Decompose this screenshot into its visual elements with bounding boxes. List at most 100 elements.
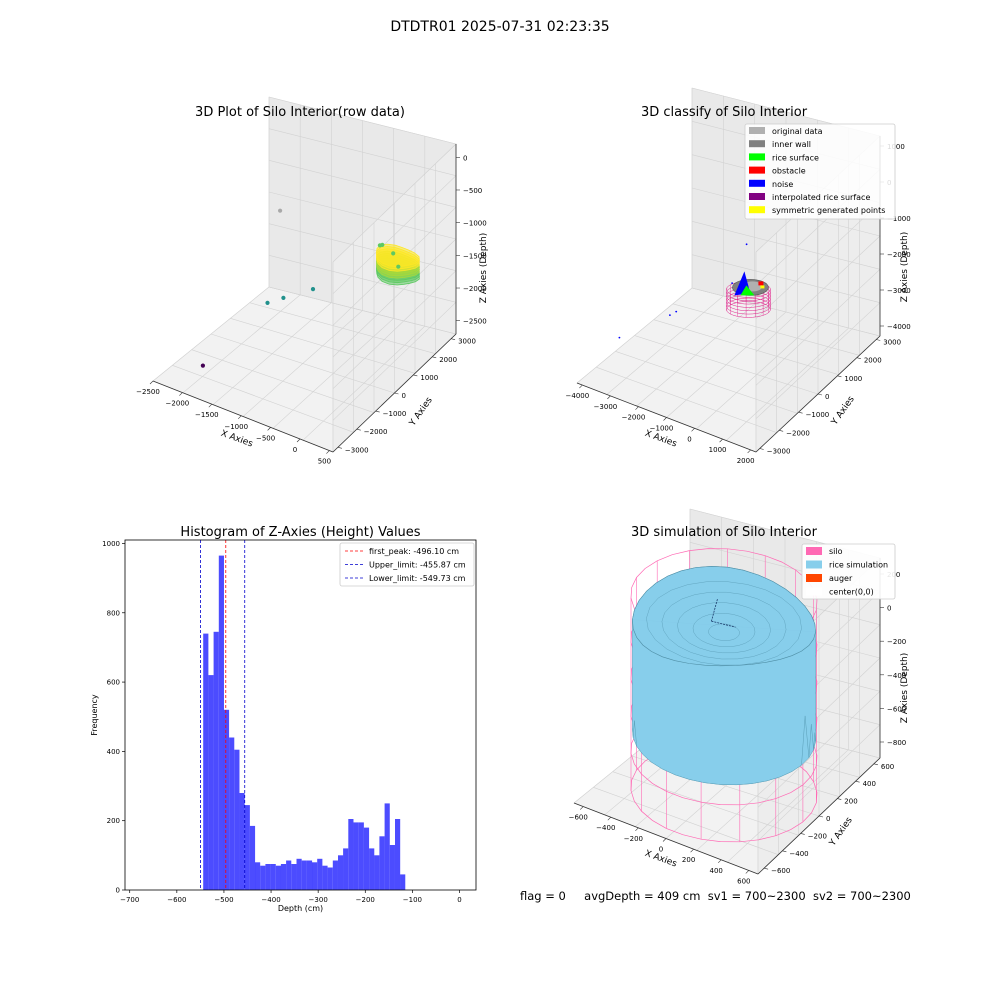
p1-z-tick-label: 0	[463, 154, 467, 162]
p3-histogram-bar	[213, 631, 219, 890]
p1-x-tick-label: 500	[318, 458, 331, 466]
p1-data-point	[200, 363, 205, 368]
p3-y-tick-label: 0	[116, 887, 120, 895]
p1-data-point	[281, 295, 286, 300]
p2-y-tick	[856, 357, 861, 359]
p2-legend-label: noise	[772, 180, 793, 189]
p4-x-tick	[579, 806, 584, 810]
p4-y-tick-label: 0	[826, 815, 830, 823]
p1-y-tick	[413, 374, 418, 377]
p3-plot-frame	[124, 539, 477, 891]
p1-x-tick	[208, 403, 213, 408]
p2-y-tick-label: 0	[825, 393, 829, 401]
p4-title: 3D simulation of Silo Interior	[631, 525, 818, 540]
p1-x-tick-label: −2500	[136, 388, 160, 396]
p2-legend-swatch	[749, 127, 765, 134]
p4-auger-line	[711, 620, 736, 628]
sv1-value: sv1 = 700~2300	[707, 889, 806, 903]
p2-x-tick-label: 1000	[709, 446, 727, 454]
p2-x-tick-label: 2000	[737, 457, 755, 465]
p2-legend-label: interpolated rice surface	[772, 193, 870, 202]
status-line: flag = 0 avgDepth = 409 cm sv1 = 700~230…	[520, 889, 911, 903]
p1-z-tick-label: −2000	[463, 285, 487, 293]
p2-x-tick-label: −1000	[650, 425, 674, 433]
p2-y-tick	[779, 430, 784, 432]
p2-legend-label: rice surface	[772, 153, 819, 162]
p3-histogram-bar	[280, 864, 287, 890]
p4-y-tick-label: −400	[789, 850, 808, 858]
p1-title: 3D Plot of Silo Interior(row data)	[195, 105, 405, 120]
p2-z-label: Z Axies (Depth)	[900, 232, 910, 303]
p1-x-tick	[326, 450, 330, 454]
p2-x-tick	[607, 395, 611, 400]
p3-histogram-bar	[291, 864, 297, 890]
p2-y-tick	[798, 411, 803, 414]
p2-noise-point	[618, 336, 621, 339]
p2-z-tick-label: 1000	[887, 143, 905, 151]
p2-rice-surface	[740, 285, 755, 296]
p4-rice-mesh-line	[677, 602, 771, 653]
p2-obstacle	[758, 281, 764, 286]
p2-x-tick	[719, 438, 723, 443]
p1-x-tick-label: 0	[293, 446, 297, 454]
p1-z-tick-label: −1000	[463, 220, 487, 228]
p4-legend-label: rice simulation	[829, 561, 888, 570]
p4-y-tick	[782, 850, 787, 853]
p4-y-tick	[818, 815, 824, 818]
p2-noise-point	[669, 314, 671, 316]
p1-x-tick	[267, 427, 271, 431]
p1-y-tick	[394, 392, 399, 395]
p2-z-tick-label: −2000	[887, 251, 911, 259]
p3-histogram-bar	[379, 836, 385, 890]
p4-rice-mesh-line	[661, 592, 787, 660]
p4-y-tick-label: −200	[808, 832, 827, 840]
p4-x-tick-label: −600	[569, 814, 588, 822]
p4-legend-label: center(0,0)	[829, 588, 874, 597]
p3-histogram-bar	[338, 855, 344, 890]
p4-auger-line	[711, 599, 718, 622]
p2-y-tick-label: 3000	[883, 338, 901, 346]
p4-y-tick	[837, 798, 842, 800]
p2-noise-point	[731, 282, 733, 284]
p3-y-tick-label: 600	[107, 679, 120, 687]
p3-legend-label: first_peak: -496.10 cm	[369, 547, 459, 556]
p3-histogram-bar	[249, 825, 256, 890]
p1-data-point	[377, 243, 382, 248]
p3-histogram-bar	[363, 827, 370, 890]
p3-x-tick-label: −200	[356, 896, 375, 904]
p1-y-tick-label: 1000	[420, 374, 438, 382]
p2-x-tick	[635, 406, 639, 410]
p4-y-tick	[855, 780, 860, 783]
p3-y-tick-label: 800	[107, 609, 120, 617]
p1-y-tick-label: −3000	[345, 446, 369, 454]
depth-histogram: Histogram of Z-Axies (Height) Values −700…	[90, 525, 477, 913]
p1-y-tick-label: 0	[402, 392, 406, 400]
p1-y-tick-label: 2000	[439, 356, 457, 364]
p2-y-label: Y Axies	[829, 394, 857, 427]
p3-histogram-bar	[384, 803, 390, 890]
p1-data-point	[310, 287, 316, 292]
p3-histogram-bar	[255, 862, 261, 890]
p3-histogram-bar	[374, 855, 380, 890]
p3-histogram-bar	[301, 860, 307, 890]
p1-y-tick	[356, 428, 361, 431]
p4-legend-swatch	[806, 547, 822, 555]
p3-histogram-bar	[353, 822, 359, 890]
p4-x-tick	[745, 870, 750, 874]
p4-z-label: Z Axies (Depth)	[900, 653, 910, 724]
p3-legend: first_peak: -496.10 cm Upper_limit: -455.…	[339, 542, 475, 587]
p4-x-tick-label: 0	[659, 846, 663, 854]
p3-histogram-bar	[296, 858, 302, 890]
p1-x-tick-label: −500	[256, 434, 275, 442]
p3-histogram-bar	[369, 848, 375, 890]
p3-histogram-bar	[234, 749, 240, 890]
p3-x-tick-label: −700	[120, 896, 139, 904]
p3-histogram-bar	[389, 845, 395, 890]
p3-histogram-bar	[218, 555, 224, 890]
p4-y-tick	[764, 867, 769, 870]
p2-legend-frame	[744, 123, 896, 220]
p3-histogram-bar	[239, 793, 245, 890]
p3-x-label: Depth (cm)	[278, 904, 323, 913]
p2-x-tick-label: −4000	[566, 392, 590, 400]
